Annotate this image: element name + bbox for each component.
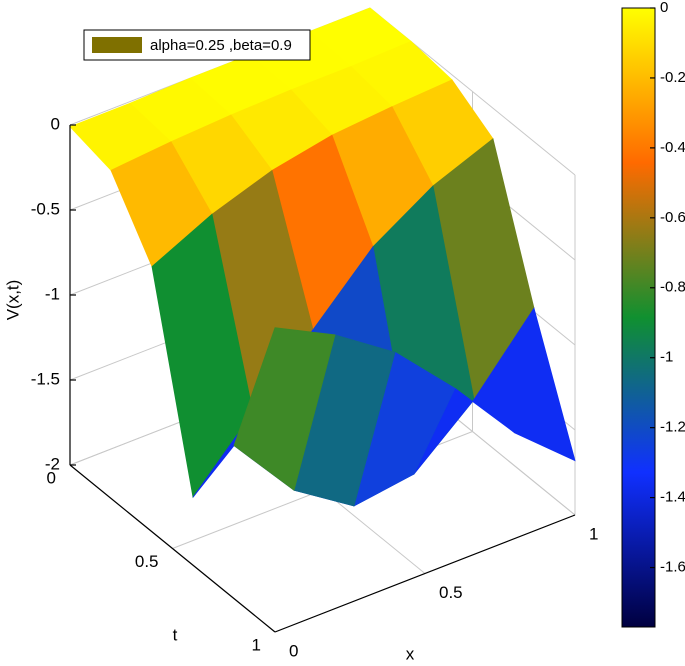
x-tick-label: 0 bbox=[289, 641, 298, 660]
x-tick-label: 0.5 bbox=[439, 583, 463, 602]
z-tick-label: -1.5 bbox=[31, 369, 60, 388]
t-axis-label: t bbox=[173, 625, 178, 644]
colorbar bbox=[621, 7, 656, 628]
colorbar-tick-label: 0 bbox=[660, 0, 668, 16]
axes-layer: -2 -1.5 -1 -0.5 0 0 0.5 1 0 0.5 1 bbox=[31, 114, 599, 660]
legend-label: alpha=0.25 ,beta=0.9 bbox=[150, 37, 292, 54]
legend-swatch bbox=[92, 37, 142, 53]
z-tick-label: -1 bbox=[45, 284, 60, 303]
colorbar-tick-label: -0.6 bbox=[660, 209, 685, 226]
t-tick-label: 1 bbox=[252, 635, 261, 654]
surface bbox=[69, 7, 576, 507]
colorbar-tick-label: -1.2 bbox=[660, 419, 685, 436]
t-tick-label: 0 bbox=[47, 468, 56, 487]
surface-patch bbox=[233, 327, 336, 491]
t-axis-line bbox=[69, 464, 276, 633]
x-tick-label: 1 bbox=[589, 524, 598, 543]
colorbar-tick-label: -0.4 bbox=[660, 139, 685, 156]
colorbar-tick-label: -0.8 bbox=[660, 279, 685, 296]
colorbar-tick-label: -1.4 bbox=[660, 489, 685, 506]
x-axis-line bbox=[274, 514, 576, 633]
colorbar-tick-label: -1 bbox=[660, 349, 673, 366]
z-tick-label: -2 bbox=[45, 454, 60, 473]
colorbar-tick-label: -0.2 bbox=[660, 69, 685, 86]
colorbar-tick-label: -1.6 bbox=[660, 559, 685, 576]
x-axis-label: x bbox=[406, 644, 415, 663]
z-tick-label: 0 bbox=[51, 114, 60, 133]
z-tick-label: -0.5 bbox=[31, 199, 60, 218]
t-tick-label: 0.5 bbox=[135, 552, 159, 571]
z-axis-label: V(x,t) bbox=[3, 280, 22, 321]
